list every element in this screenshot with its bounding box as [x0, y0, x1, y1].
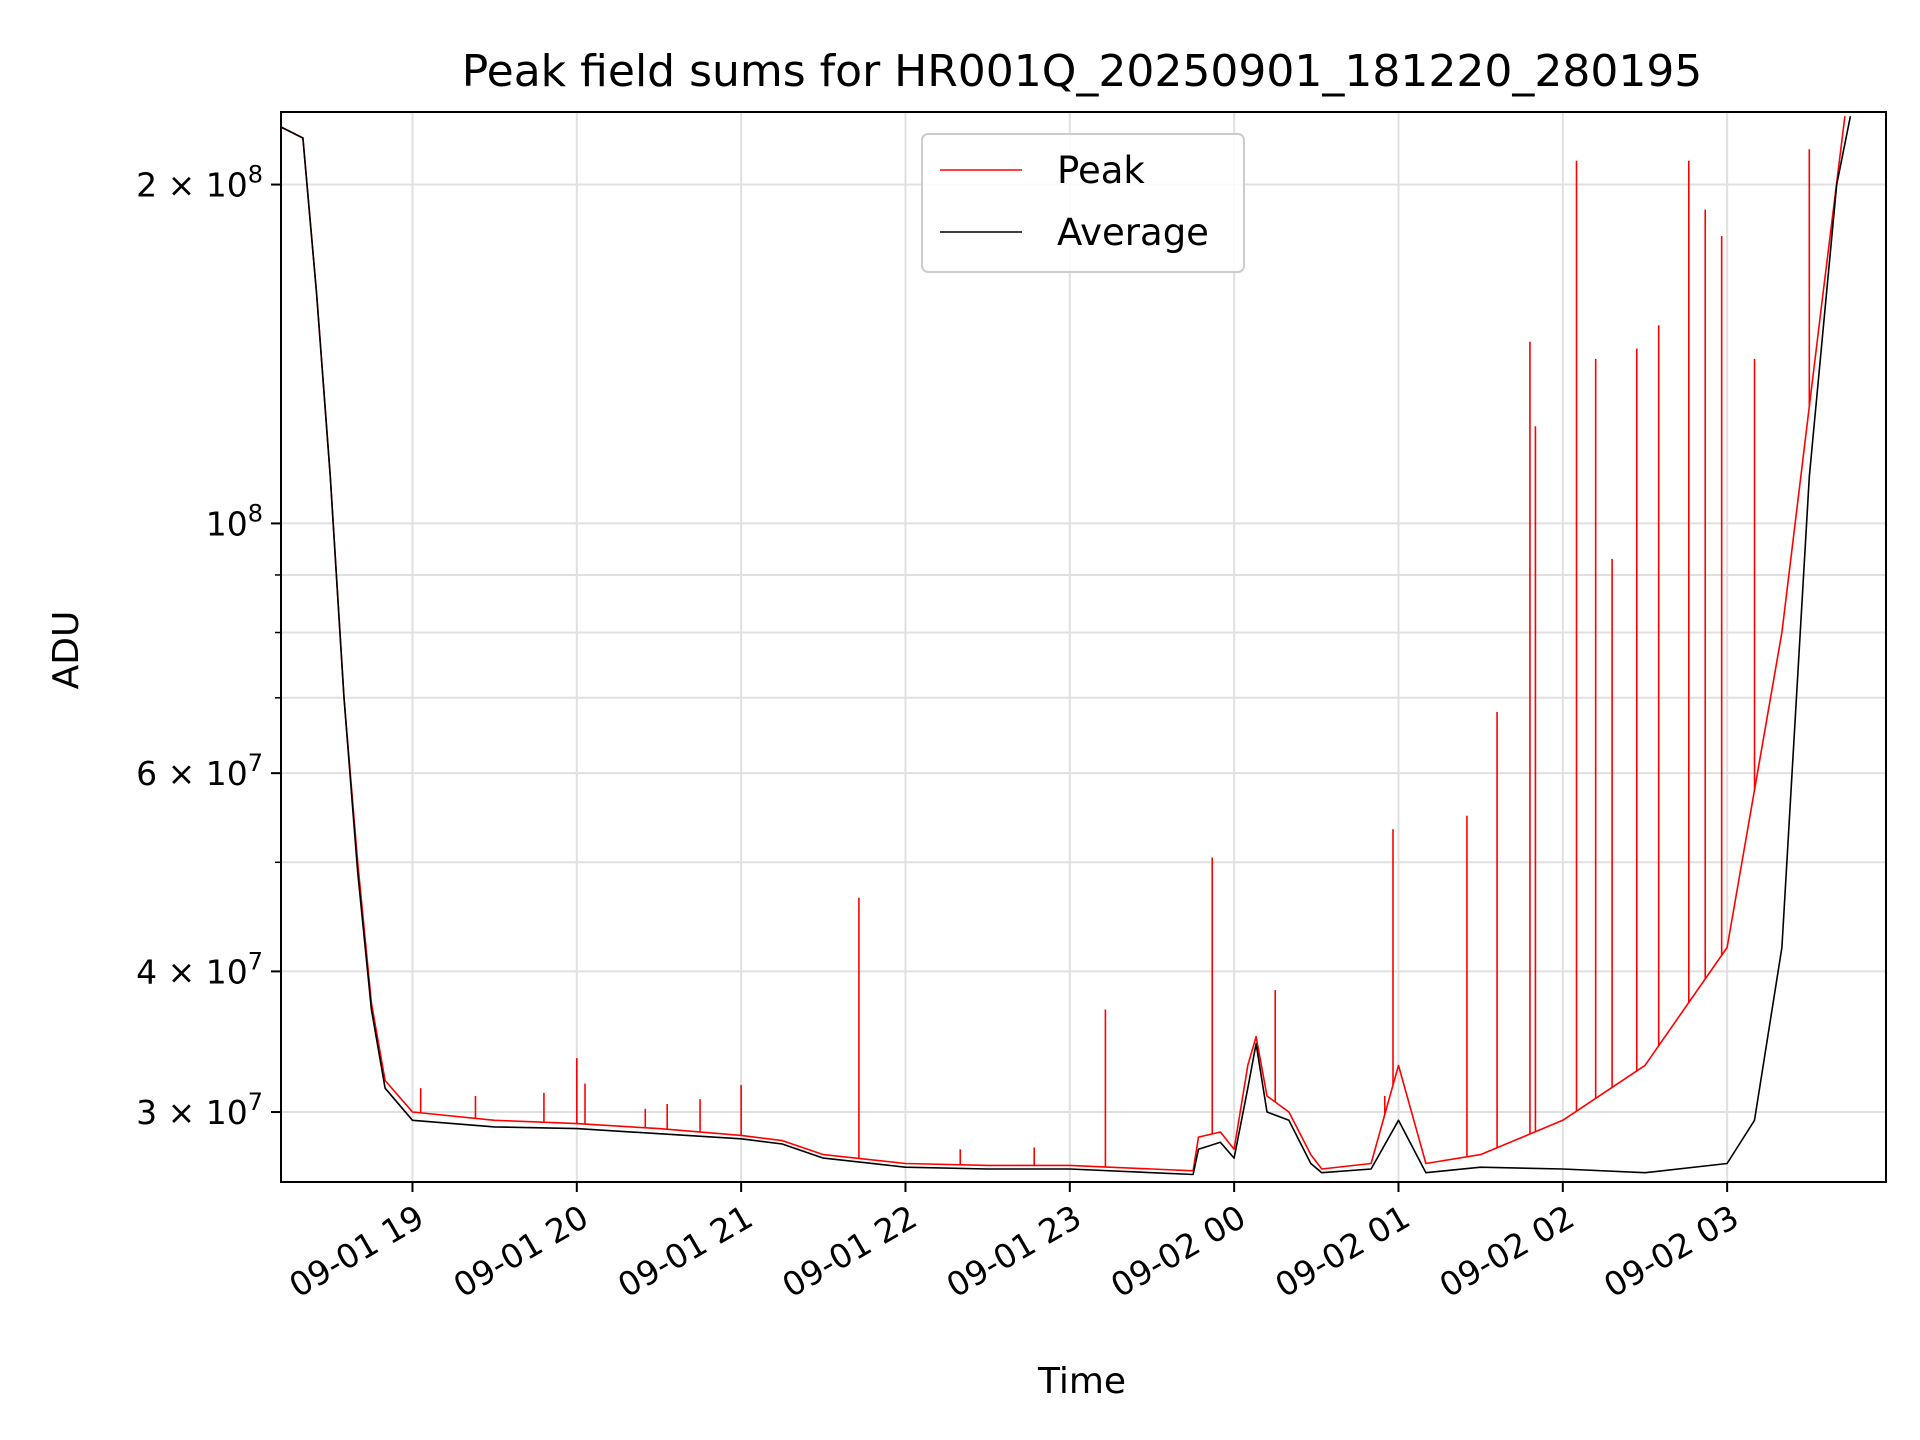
- y-tick-label: 4 × 107: [136, 947, 263, 991]
- x-tick-label: 09-01 21: [611, 1197, 759, 1305]
- average-line: [280, 116, 1852, 1176]
- legend-label-peak: Peak: [1057, 149, 1145, 192]
- x-tick-label: 09-01 22: [775, 1197, 923, 1305]
- plot-frame: [280, 111, 1887, 1183]
- x-tick-label: 09-02 01: [1268, 1197, 1416, 1305]
- x-tick-label: 09-02 02: [1433, 1197, 1581, 1305]
- x-tick-label: 09-01 19: [282, 1197, 430, 1305]
- y-tick-label: 2 × 108: [136, 161, 263, 205]
- x-tick-label: 09-01 23: [940, 1197, 1088, 1305]
- x-axis-label: Time: [1037, 1361, 1126, 1402]
- x-tick-label: 09-02 03: [1597, 1197, 1745, 1305]
- y-axis: 3 × 107 4 × 107 6 × 107 108 2 × 108: [136, 161, 281, 1132]
- legend-box: [921, 133, 1245, 273]
- x-axis: 09-01 19 09-01 20 09-01 21 09-01 22 09-01 23…: [282, 1182, 1745, 1305]
- y-tick-label: 108: [206, 499, 263, 543]
- legend: Peak Average: [921, 133, 1245, 273]
- x-tick-label: 09-02 00: [1104, 1197, 1252, 1305]
- y-tick-label: 3 × 107: [136, 1088, 263, 1132]
- peak-line: [280, 116, 1846, 1172]
- y-tick-label: 6 × 107: [136, 749, 263, 793]
- legend-label-average: Average: [1057, 211, 1209, 254]
- chart-title: Peak field sums for HR001Q_20250901_1812…: [462, 46, 1703, 97]
- y-axis-label: ADU: [46, 611, 87, 690]
- x-tick-label: 09-01 20: [447, 1197, 595, 1305]
- average-series: [280, 116, 1852, 1176]
- peak-series: [280, 116, 1846, 1172]
